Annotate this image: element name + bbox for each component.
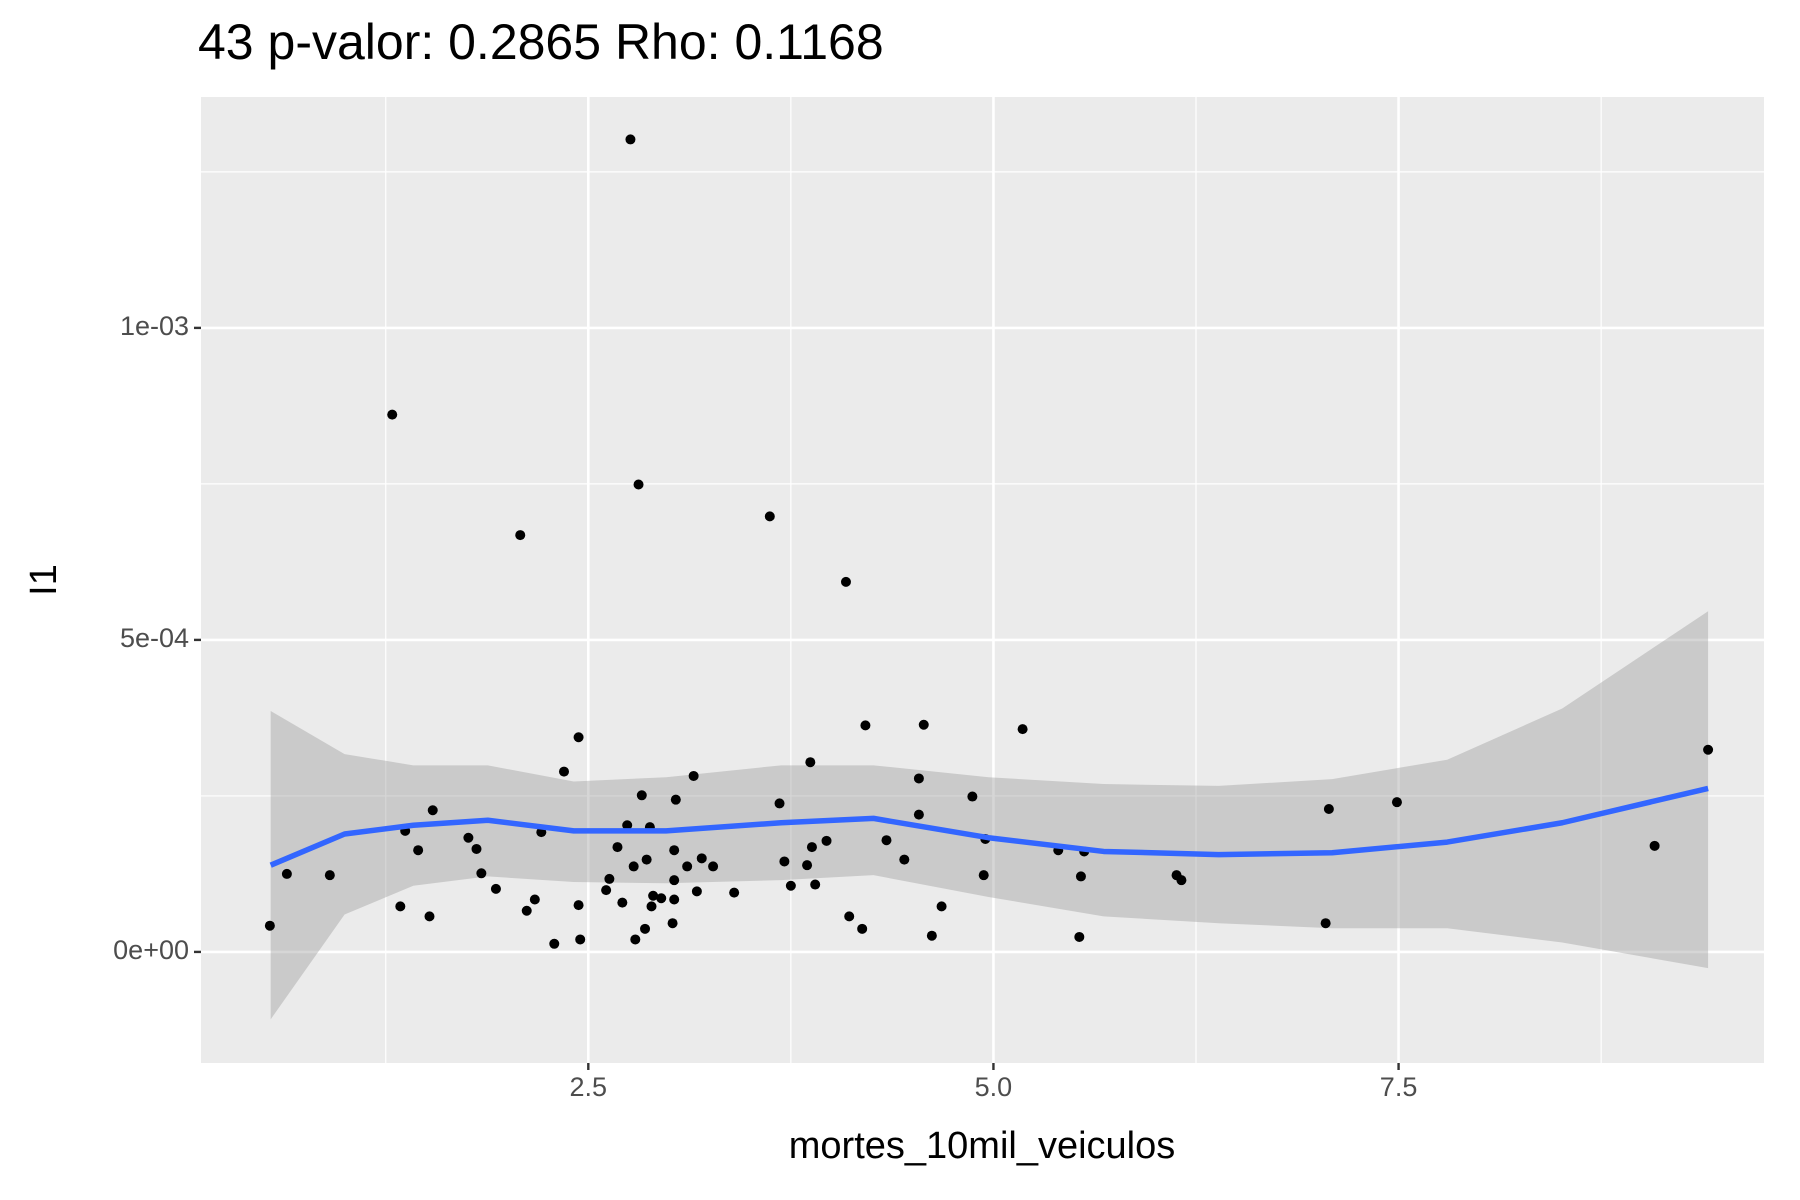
point <box>521 905 532 916</box>
point <box>1074 931 1085 942</box>
point <box>646 901 657 912</box>
point <box>682 861 693 872</box>
point <box>648 890 659 901</box>
point <box>667 918 678 929</box>
x-tick-label: 5.0 <box>975 1072 1013 1102</box>
point <box>785 880 796 891</box>
point <box>806 842 817 853</box>
point <box>636 790 647 801</box>
point <box>476 868 487 879</box>
point <box>696 853 707 864</box>
point <box>1323 804 1334 815</box>
x-axis-title: mortes_10mil_veiculos <box>789 1125 1176 1167</box>
point <box>1391 797 1402 808</box>
x-tick-label: 7.5 <box>1380 1072 1418 1102</box>
point <box>264 920 275 931</box>
point <box>387 409 398 420</box>
point <box>670 794 681 805</box>
point <box>1075 871 1086 882</box>
point <box>573 900 584 911</box>
point <box>573 732 584 743</box>
y-tick-label: 5e-04 <box>120 623 189 653</box>
point <box>844 911 855 922</box>
point <box>575 934 586 945</box>
point <box>281 868 292 879</box>
point <box>926 930 937 941</box>
point <box>656 893 667 904</box>
confidence-band <box>270 611 1709 1020</box>
point <box>630 934 641 945</box>
y-tick-label: 0e+00 <box>113 935 189 965</box>
point <box>395 901 406 912</box>
point <box>918 719 929 730</box>
point <box>625 134 636 145</box>
y-axis-title: I1 <box>23 564 65 596</box>
point <box>764 511 775 522</box>
point <box>424 911 435 922</box>
y-tick-label: 1e-03 <box>120 311 189 341</box>
point <box>860 720 871 731</box>
point <box>633 479 644 490</box>
point <box>936 901 947 912</box>
point <box>558 766 569 777</box>
point <box>669 894 680 905</box>
point <box>529 894 540 905</box>
point <box>490 883 501 894</box>
point <box>604 873 615 884</box>
point <box>640 923 651 934</box>
point <box>1649 840 1660 851</box>
point <box>913 773 924 784</box>
point <box>1176 875 1187 886</box>
point <box>688 770 699 781</box>
point <box>691 886 702 897</box>
point <box>708 861 719 872</box>
point <box>1017 724 1028 735</box>
point <box>669 845 680 856</box>
point <box>913 809 924 820</box>
point <box>899 854 910 865</box>
point <box>857 923 868 934</box>
point <box>802 860 813 871</box>
point <box>967 791 978 802</box>
point <box>729 887 740 898</box>
point <box>1320 918 1331 929</box>
point <box>617 897 628 908</box>
point <box>810 879 821 890</box>
point <box>669 875 680 886</box>
point <box>641 854 652 865</box>
chart-title: 43 p-valor: 0.2865 Rho: 0.1168 <box>198 14 884 70</box>
point <box>471 843 482 854</box>
point <box>549 938 560 949</box>
x-tick-label: 2.5 <box>570 1072 608 1102</box>
panel <box>201 97 1764 1063</box>
point <box>840 576 851 587</box>
point <box>427 805 438 816</box>
point <box>463 832 474 843</box>
point <box>774 798 785 809</box>
point <box>324 870 335 881</box>
point <box>1703 744 1714 755</box>
point <box>881 835 892 846</box>
point <box>978 870 989 881</box>
point <box>515 530 526 541</box>
point <box>601 885 612 896</box>
point <box>622 820 633 831</box>
point <box>805 757 816 768</box>
point <box>779 856 790 867</box>
point <box>413 845 424 856</box>
point <box>821 835 832 846</box>
point <box>612 842 623 853</box>
point <box>628 861 639 872</box>
smooth-line <box>269 785 1709 868</box>
